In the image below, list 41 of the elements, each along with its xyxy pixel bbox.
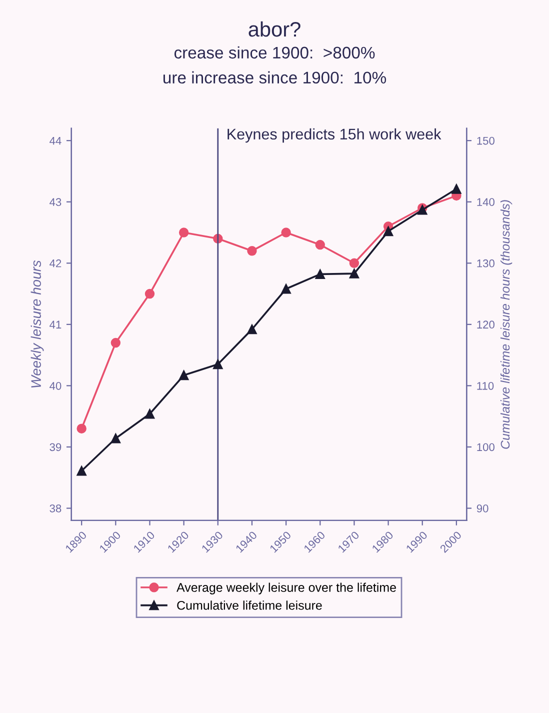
point [178, 370, 189, 380]
y2-tick-label: 90 [476, 504, 488, 512]
point [76, 466, 86, 476]
point [281, 228, 291, 238]
ref-line-label: Keynes predicts 15h work week [228, 128, 442, 143]
point [247, 246, 257, 256]
y-tick-label: 39 [50, 443, 62, 452]
point [110, 338, 121, 348]
point [144, 288, 155, 299]
legend-label: Average weekly leisure over the lifetime [176, 582, 396, 594]
y2-tick-label: 140 [477, 198, 494, 206]
point [315, 269, 325, 280]
y2-tick-label: 150 [477, 136, 494, 145]
y-tick-label: 38 [50, 504, 62, 512]
point [383, 226, 394, 236]
point [281, 284, 291, 294]
y-axis-title: Weekly leisure hours [30, 260, 44, 388]
y-tick-label: 42 [50, 259, 62, 268]
point [247, 324, 257, 334]
y2-axis-title: Cumulative lifetime leisure hours (thousands) [500, 200, 512, 449]
point [110, 434, 121, 444]
text: abor? [248, 21, 300, 37]
y-tick-label: 43 [50, 198, 62, 206]
legend-label: Cumulative lifetime leisure [177, 600, 322, 610]
y2-tick-label: 100 [477, 443, 494, 452]
y-tick-label: 41 [50, 320, 62, 328]
text: ure increase since 1900: 10% [163, 71, 386, 84]
y2-tick-label: 130 [477, 259, 494, 268]
text: crease since 1900: >800% [174, 46, 375, 59]
point [144, 409, 155, 419]
point [76, 424, 86, 434]
point [178, 228, 189, 238]
point [349, 258, 360, 268]
y-tick-label: 44 [50, 136, 62, 145]
point [213, 359, 223, 370]
point [452, 184, 462, 194]
y-tick-label: 40 [50, 382, 62, 390]
y2-tick-label: 110 [477, 382, 494, 390]
y2-tick-label: 120 [477, 320, 494, 329]
point [349, 268, 360, 278]
point [315, 240, 325, 250]
